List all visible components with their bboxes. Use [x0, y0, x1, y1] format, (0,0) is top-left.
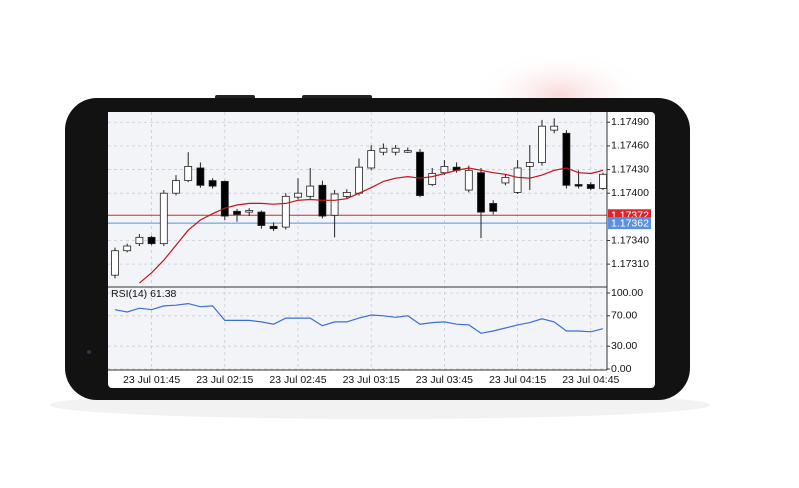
- x-tick-label: 23 Jul 04:15: [489, 374, 546, 386]
- candle-body: [562, 132, 571, 186]
- chart: 100.00 70.00 30.00 0.00 23 Jul 01:45 23 Jul 0…: [108, 112, 651, 386]
- candle-body: [294, 192, 302, 198]
- candle-body: [196, 167, 205, 186]
- candle-body: [281, 195, 290, 228]
- plot-area: [108, 112, 607, 370]
- candle-body: [172, 180, 180, 194]
- y-tick-label: 1.17340: [611, 234, 649, 246]
- candle-body: [391, 147, 400, 153]
- candle-body: [550, 125, 559, 131]
- candle-body: [245, 210, 254, 213]
- candle-body: [513, 167, 522, 193]
- candle-body: [379, 147, 388, 153]
- y-tick-label: 1.17430: [611, 163, 649, 175]
- candle-body: [257, 211, 266, 226]
- candle-body: [586, 184, 595, 189]
- camera: [87, 350, 91, 354]
- y-tick-label: 0.00: [611, 363, 632, 375]
- candle-body: [208, 180, 217, 187]
- x-tick-label: 23 Jul 04:45: [562, 374, 619, 386]
- y-tick-label: 1.17310: [611, 258, 649, 270]
- candle-body: [574, 184, 583, 187]
- candle-body: [599, 173, 607, 189]
- moving-average: [139, 167, 604, 284]
- indicator-title: RSI(14) 61.38: [111, 288, 177, 300]
- candle-body: [111, 250, 119, 276]
- candle-body: [416, 151, 424, 196]
- x-tick-label: 23 Jul 03:15: [343, 374, 400, 386]
- candle-body: [269, 225, 278, 230]
- x-tick-label: 23 Jul 01:45: [123, 374, 180, 386]
- candle-body: [184, 165, 193, 181]
- y-tick-label: 1.17490: [611, 116, 649, 128]
- candle-body: [538, 125, 546, 163]
- x-tick-label: 23 Jul 02:45: [269, 374, 326, 386]
- candle-body: [147, 236, 156, 245]
- candle-body: [342, 192, 351, 197]
- candle-body: [306, 185, 315, 197]
- candle-body: [477, 172, 485, 213]
- price-label: 1.17362: [611, 217, 649, 229]
- y-tick-label: 1.17400: [611, 187, 649, 199]
- candle-body: [440, 165, 449, 174]
- y-tick-label: 100.00: [611, 287, 643, 299]
- candle-body: [428, 173, 437, 185]
- x-tick-label: 23 Jul 03:45: [416, 374, 473, 386]
- y-tick-label: 70.00: [611, 310, 637, 322]
- candle-body: [330, 193, 339, 216]
- candle-body: [501, 177, 510, 184]
- candle-body: [525, 162, 534, 167]
- candle-body: [489, 203, 498, 212]
- candle-body: [123, 245, 132, 252]
- candle-body: [367, 150, 376, 169]
- rsi-line: [114, 302, 604, 334]
- candle-body: [159, 192, 168, 245]
- candle-body: [403, 150, 412, 153]
- candle-body: [135, 236, 144, 245]
- x-tick-label: 23 Jul 02:15: [196, 374, 253, 386]
- candle-body: [464, 169, 473, 191]
- candle-body: [355, 166, 363, 194]
- y-tick-label: 30.00: [611, 340, 637, 352]
- y-tick-label: 1.17460: [611, 140, 649, 152]
- price-label-bg: [608, 217, 651, 230]
- candle-body: [220, 180, 229, 217]
- candle-body: [233, 210, 241, 215]
